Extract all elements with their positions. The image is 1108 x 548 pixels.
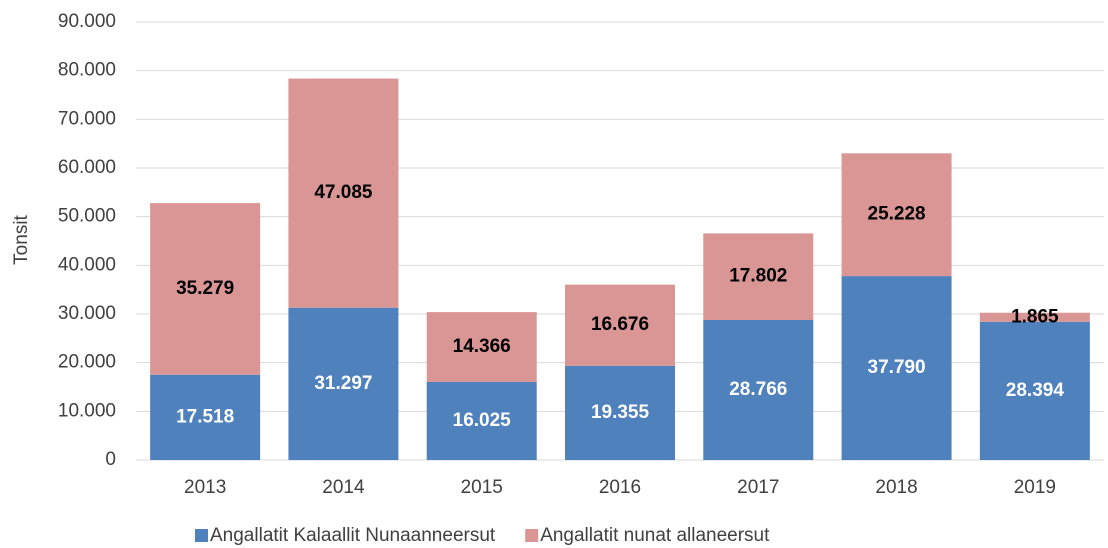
y-tick-label: 0: [105, 449, 116, 470]
legend-label: Angallatit Kalaallit Nunaanneersut: [210, 525, 496, 546]
bar-segment: [426, 382, 537, 460]
bar-segment: [841, 276, 952, 460]
bar-segment: [841, 153, 952, 277]
y-tick-label: 60.000: [58, 157, 116, 178]
x-tick-label: 2019: [1014, 477, 1056, 498]
data-label: 28.394: [1006, 380, 1065, 401]
data-label: 35.279: [176, 278, 234, 299]
y-tick-label: 80.000: [58, 60, 116, 81]
y-tick-label: 70.000: [58, 108, 116, 129]
data-label: 17.802: [729, 266, 787, 287]
bar-segment: [288, 78, 399, 308]
y-tick-label: 90.000: [58, 11, 116, 32]
data-label: 17.518: [176, 406, 234, 427]
bar-segment: [979, 312, 1090, 322]
x-tick-label: 2017: [737, 477, 779, 498]
bar-segment: [703, 320, 814, 460]
x-tick-label: 2015: [461, 477, 503, 498]
bar-segment: [150, 203, 261, 375]
data-label: 19.355: [591, 402, 650, 423]
bar-segment: [150, 374, 261, 460]
data-label: 47.085: [314, 182, 373, 203]
bar-segment: [703, 233, 814, 321]
data-label: 31.297: [314, 373, 372, 394]
legend-swatch: [525, 529, 539, 542]
bar-segment: [288, 307, 399, 460]
bar-segment: [565, 365, 675, 460]
x-tick-label: 2013: [184, 477, 226, 498]
bar-segment: [565, 284, 675, 366]
legend-swatch: [195, 529, 208, 542]
y-tick-label: 10.000: [58, 400, 116, 421]
legend-label: Angallatit nunat allaneersut: [540, 525, 770, 546]
y-tick-label: 20.000: [58, 352, 116, 373]
data-label: 37.790: [868, 357, 926, 378]
data-label: 16.676: [591, 314, 649, 335]
data-label: 1.865: [1011, 306, 1059, 327]
bar-segment: [426, 312, 537, 383]
data-label: 25.228: [868, 204, 926, 225]
x-tick-label: 2018: [875, 477, 917, 498]
data-label: 28.766: [729, 379, 787, 400]
data-label: 14.366: [453, 336, 511, 357]
x-tick-label: 2016: [599, 477, 641, 498]
x-tick-label: 2014: [322, 477, 365, 498]
y-tick-label: 50.000: [58, 206, 116, 227]
data-label: 16.025: [453, 410, 512, 431]
y-tick-label: 30.000: [58, 303, 116, 324]
bar-segment: [979, 321, 1090, 460]
y-axis-label: Tonsit: [11, 214, 32, 264]
y-tick-label: 40.000: [58, 254, 116, 275]
